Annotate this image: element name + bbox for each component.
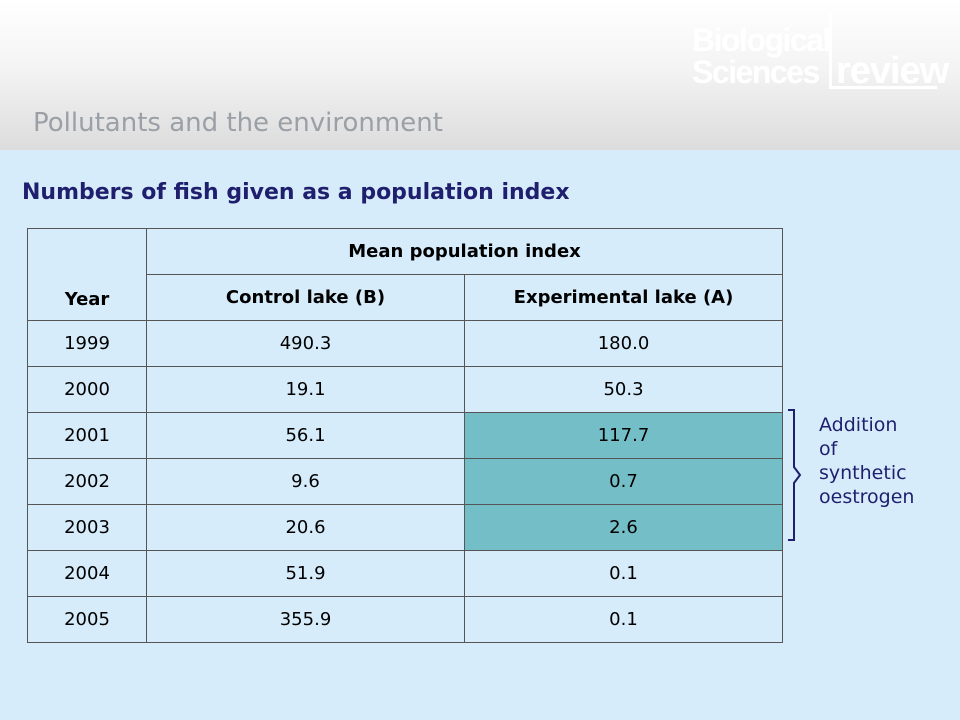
year-cell: 2003 xyxy=(27,504,147,551)
experimental-value-cell: 0.1 xyxy=(464,596,783,643)
year-cell: 1999 xyxy=(27,320,147,367)
bracket-icon xyxy=(788,409,802,541)
experimental-value-cell: 117.7 xyxy=(464,412,783,459)
year-cell: 2001 xyxy=(27,412,147,459)
control-column-header: Control lake (B) xyxy=(146,274,465,321)
experimental-value-cell: 2.6 xyxy=(464,504,783,551)
table-row: 2005 355.9 0.1 xyxy=(27,596,783,643)
experimental-value-cell: 180.0 xyxy=(464,320,783,367)
logo-underline xyxy=(829,86,937,89)
logo-divider xyxy=(829,14,832,88)
experimental-value-cell: 50.3 xyxy=(464,366,783,413)
control-value-cell: 56.1 xyxy=(146,412,465,459)
logo-line-review: review xyxy=(836,50,949,92)
control-value-cell: 19.1 xyxy=(146,366,465,413)
table-row: 2002 9.6 0.7 xyxy=(27,458,783,505)
control-value-cell: 355.9 xyxy=(146,596,465,643)
experimental-value-cell: 0.7 xyxy=(464,458,783,505)
annotation-note: Addition of synthetic oestrogen xyxy=(819,413,949,509)
header-banner: Biological Sciences review Pollutants an… xyxy=(0,0,960,150)
year-cell: 2000 xyxy=(27,366,147,413)
control-value-cell: 51.9 xyxy=(146,550,465,597)
table-row: 2003 20.6 2.6 xyxy=(27,504,783,551)
control-value-cell: 20.6 xyxy=(146,504,465,551)
annotation-line: Addition xyxy=(819,414,898,436)
table-row: 2000 19.1 50.3 xyxy=(27,366,783,413)
year-column-header: Year xyxy=(27,228,147,321)
table-header-row: Year Mean population index xyxy=(27,228,783,321)
population-table: Year Mean population index Control lake … xyxy=(27,228,783,643)
group-column-header: Mean population index xyxy=(146,228,783,275)
section-title: Pollutants and the environment xyxy=(33,108,443,138)
table-row: 2001 56.1 117.7 xyxy=(27,412,783,459)
page-title: Numbers of fish given as a population in… xyxy=(22,180,570,205)
year-cell: 2002 xyxy=(27,458,147,505)
year-cell: 2004 xyxy=(27,550,147,597)
control-value-cell: 9.6 xyxy=(146,458,465,505)
logo-line-sciences: Sciences xyxy=(692,54,820,90)
year-cell: 2005 xyxy=(27,596,147,643)
logo: Biological Sciences review xyxy=(692,14,949,94)
annotation-line: oestrogen xyxy=(819,486,915,508)
annotation-line: of xyxy=(819,438,838,460)
table-row: 2004 51.9 0.1 xyxy=(27,550,783,597)
experimental-value-cell: 0.1 xyxy=(464,550,783,597)
annotation-line: synthetic xyxy=(819,462,907,484)
control-value-cell: 490.3 xyxy=(146,320,465,367)
experimental-column-header: Experimental lake (A) xyxy=(464,274,783,321)
table-row: 1999 490.3 180.0 xyxy=(27,320,783,367)
logo-line-biological: Biological xyxy=(692,22,831,58)
table-subheader-row: Control lake (B) Experimental lake (A) xyxy=(28,274,783,321)
